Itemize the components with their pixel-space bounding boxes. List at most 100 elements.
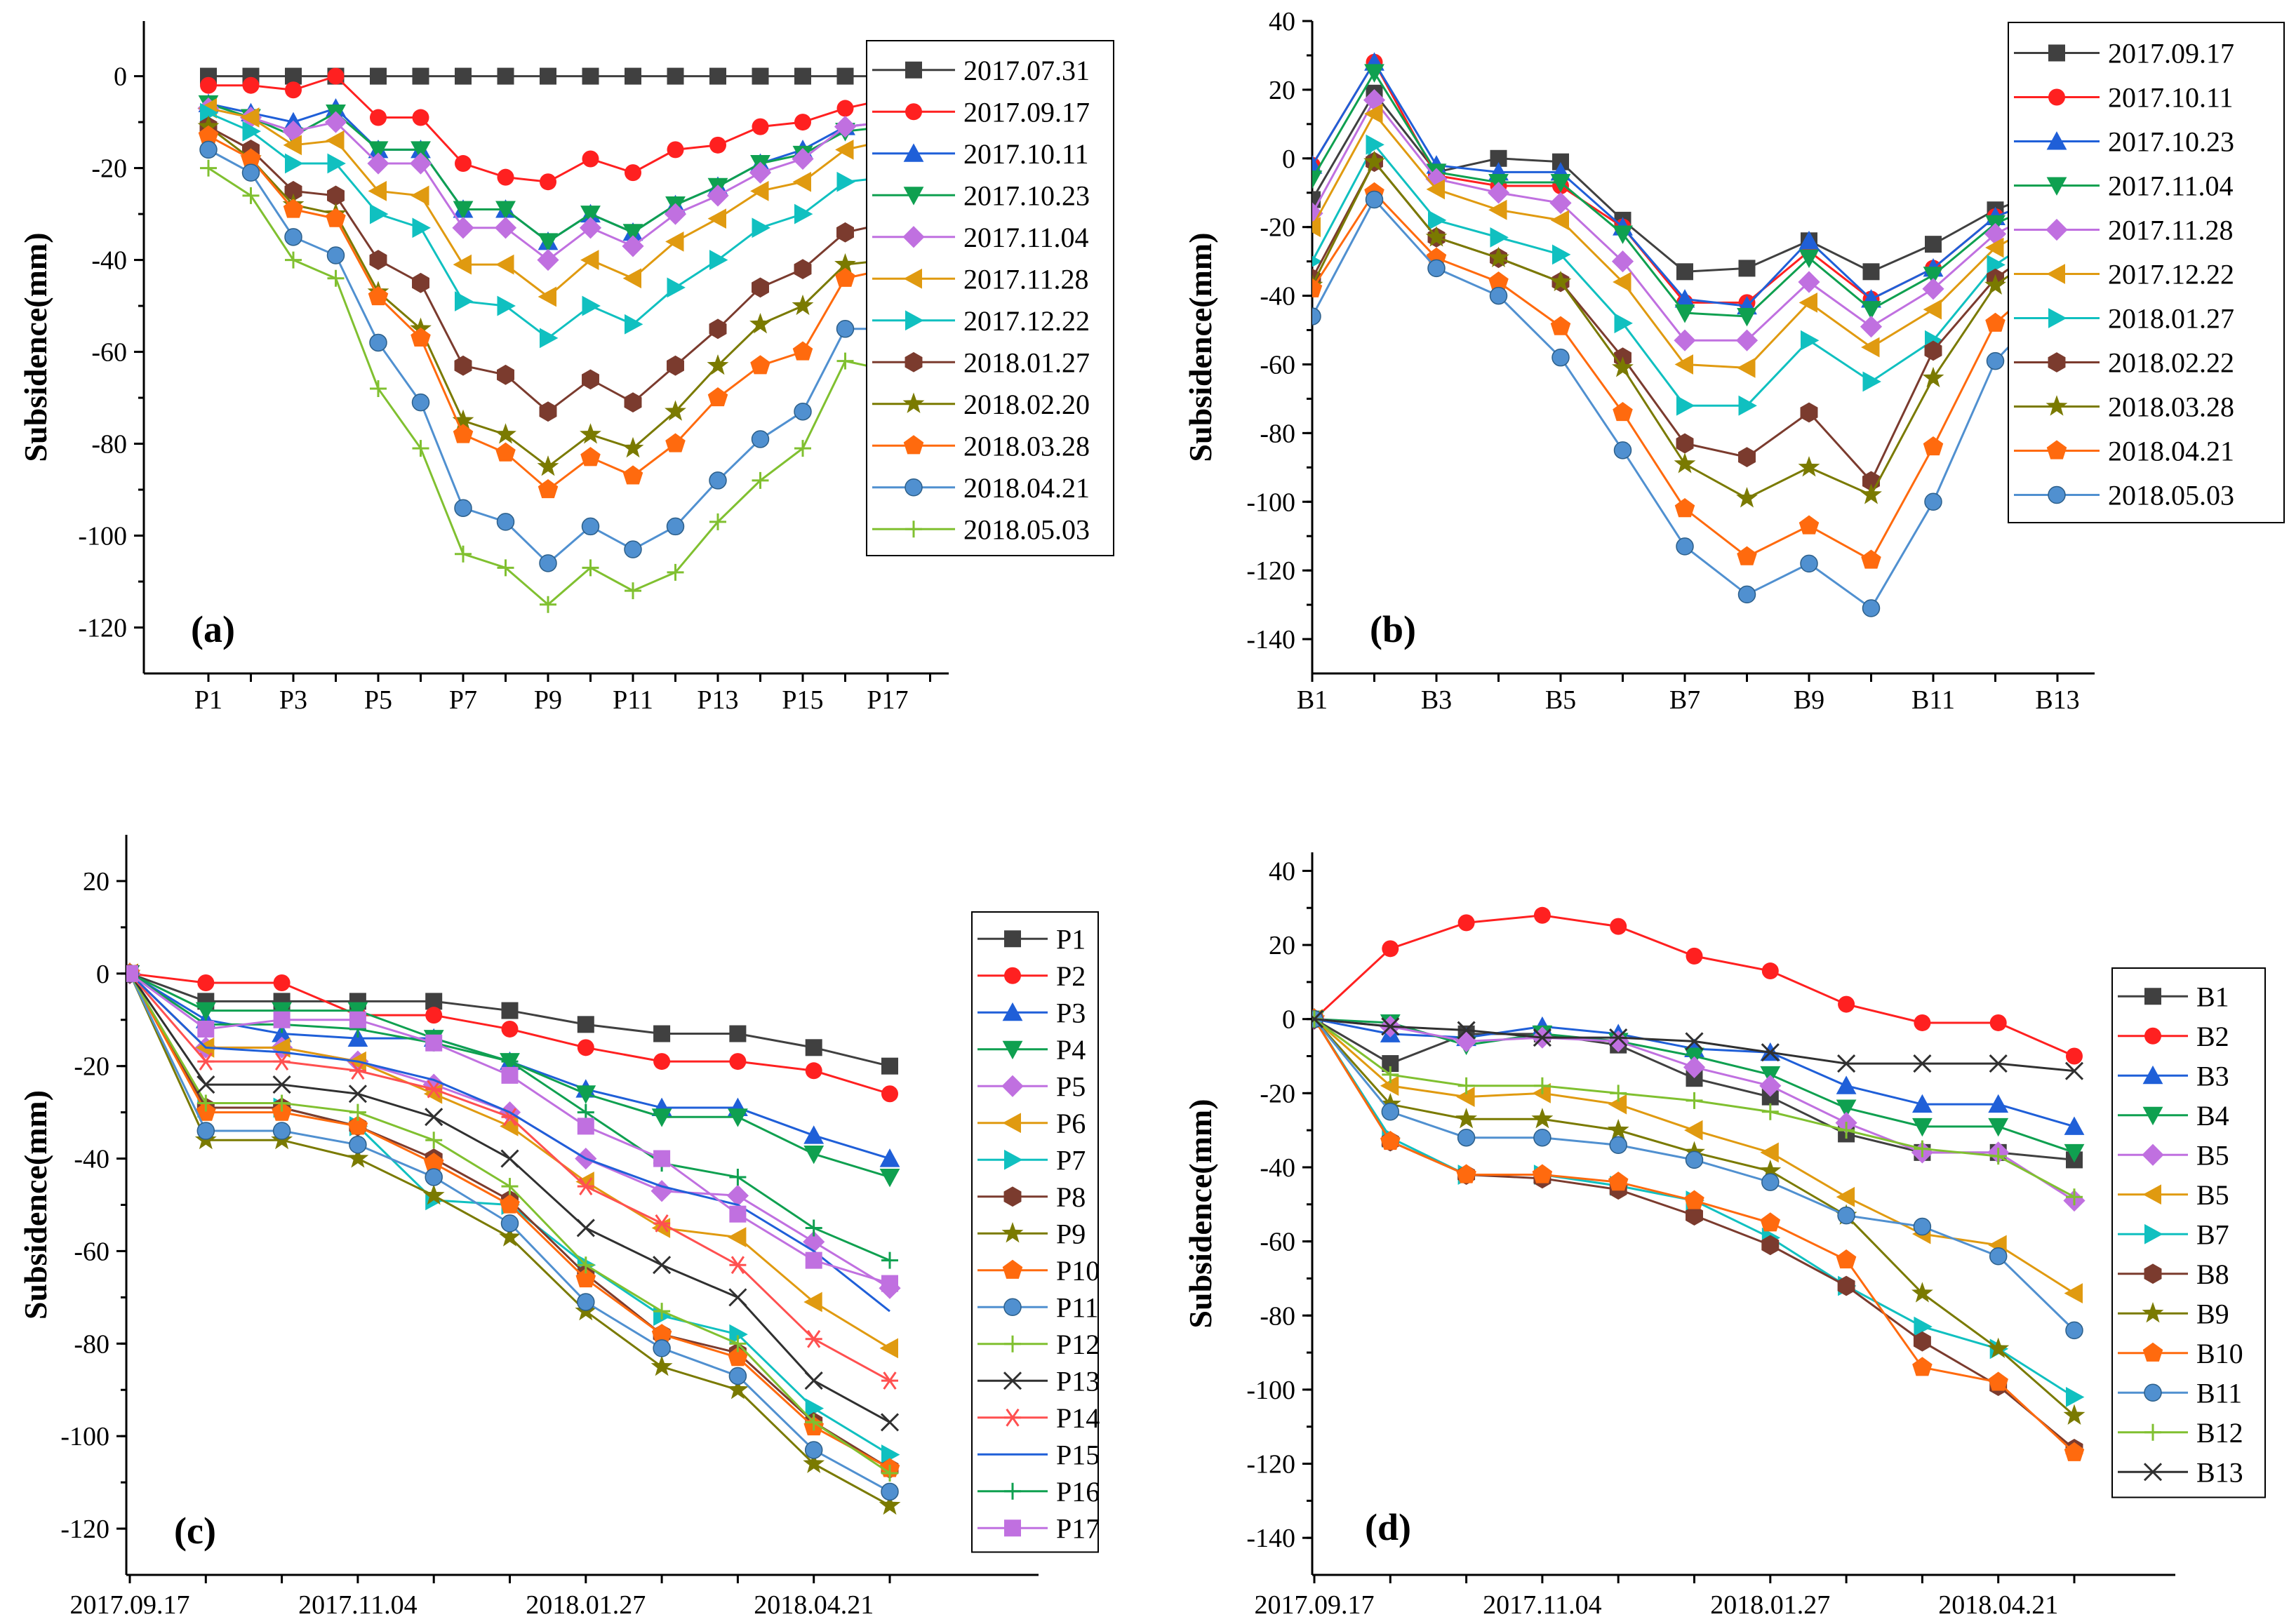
data-point-P17 bbox=[425, 1034, 443, 1052]
data-point-2017.11.28 bbox=[495, 254, 514, 275]
legend-label: 2018.05.03 bbox=[963, 514, 1090, 545]
legend-label: B10 bbox=[2196, 1338, 2243, 1369]
panel-label: (a) bbox=[191, 608, 235, 650]
legend-label: 2018.05.03 bbox=[2108, 480, 2234, 511]
data-point-B13 bbox=[1312, 1009, 1324, 1028]
data-point-2018.01.27 bbox=[794, 259, 812, 280]
data-point-2017.11.04 bbox=[1798, 249, 1820, 269]
legend-marker-2017.12.22 bbox=[2046, 264, 2065, 284]
legend-label: 2018.04.21 bbox=[2108, 436, 2234, 467]
data-point-2018.04.21 bbox=[1798, 515, 1820, 535]
data-point-2018.05.03 bbox=[752, 471, 769, 489]
data-point-2018.05.03 bbox=[455, 545, 472, 563]
data-point-2017.09.17 bbox=[412, 109, 429, 126]
data-point-B2 bbox=[1914, 1014, 1931, 1031]
data-point-P12 bbox=[653, 1303, 671, 1320]
data-point-2018.02.20 bbox=[452, 409, 474, 430]
data-point-B11 bbox=[2065, 1321, 2083, 1340]
data-point-P7 bbox=[881, 1444, 900, 1465]
data-point-2017.11.04 bbox=[1737, 307, 1757, 327]
data-point-P1 bbox=[577, 1016, 594, 1033]
data-point-2018.05.03 bbox=[1365, 190, 1384, 209]
data-point-P1 bbox=[805, 1039, 822, 1056]
data-point-B8 bbox=[1761, 1235, 1780, 1256]
data-point-2018.03.28 bbox=[792, 341, 813, 361]
data-point-2018.05.03 bbox=[582, 559, 599, 577]
data-point-2018.03.28 bbox=[198, 125, 219, 145]
data-point-B12 bbox=[1914, 1140, 1931, 1157]
legend-marker-P7 bbox=[1004, 1149, 1023, 1170]
x-tick-label: B1 bbox=[1297, 685, 1328, 715]
data-point-P17 bbox=[805, 1251, 822, 1269]
legend-marker-2017.11.04 bbox=[2046, 177, 2067, 196]
data-point-B2 bbox=[1533, 906, 1551, 924]
y-tick-label: -120 bbox=[60, 1515, 109, 1544]
legend-marker-P14 bbox=[1004, 1408, 1021, 1427]
data-point-2017.11.28 bbox=[1860, 316, 1883, 338]
legend-label: 2017.10.11 bbox=[2108, 82, 2234, 114]
legend-label: P7 bbox=[1056, 1144, 1086, 1176]
data-point-2018.03.28 bbox=[665, 433, 686, 452]
legend-marker-2018.02.22 bbox=[2048, 352, 2066, 373]
y-tick-label: -40 bbox=[91, 246, 127, 276]
y-tick-label: 40 bbox=[1269, 7, 1295, 36]
data-point-2017.10.23 bbox=[1798, 230, 1820, 250]
legend-marker-2018.01.27 bbox=[2048, 308, 2067, 328]
x-tick-label: 2017.11.04 bbox=[298, 1590, 418, 1620]
data-point-2018.04.21 bbox=[496, 513, 515, 531]
data-point-2017.11.28 bbox=[1674, 329, 1696, 351]
data-point-P10 bbox=[423, 1153, 444, 1172]
y-tick-label: -40 bbox=[1260, 282, 1295, 311]
data-point-B13 bbox=[1685, 1032, 1704, 1051]
legend-label: 2018.02.22 bbox=[2108, 347, 2234, 379]
data-point-2018.01.27 bbox=[624, 392, 642, 412]
y-tick-label: -60 bbox=[74, 1237, 109, 1266]
y-tick-label: -120 bbox=[1246, 556, 1295, 586]
data-point-2018.03.28 bbox=[411, 327, 431, 347]
data-point-B3 bbox=[1836, 1075, 1857, 1094]
data-point-2017.11.04 bbox=[1861, 301, 1881, 320]
data-point-P16 bbox=[805, 1219, 822, 1237]
legend-label: P11 bbox=[1056, 1291, 1099, 1323]
legend-label: 2018.04.21 bbox=[963, 472, 1090, 504]
data-point-2017.11.04 bbox=[579, 217, 602, 239]
data-point-P9 bbox=[347, 1147, 369, 1168]
data-point-2018.04.21 bbox=[1923, 436, 1944, 456]
legend-label: 2017.07.31 bbox=[963, 55, 1090, 86]
data-point-P12 bbox=[729, 1335, 747, 1353]
legend-marker-B13 bbox=[2143, 1463, 2163, 1482]
data-point-2018.01.27 bbox=[1987, 255, 2006, 275]
legend-label: B9 bbox=[2196, 1298, 2229, 1329]
legend-label: 2017.11.04 bbox=[2108, 170, 2234, 202]
x-tick-label: P13 bbox=[697, 685, 738, 715]
data-point-B5 bbox=[1684, 1120, 1703, 1141]
x-tick-label: 2018.04.21 bbox=[1938, 1590, 2058, 1620]
panel-d-chart: 40 20 0 -20 -40 -60 -80 -100 -120 -140 2017.09.17 2… bbox=[1182, 852, 2266, 1620]
data-point-2018.05.03 bbox=[1427, 259, 1446, 278]
data-point-B11 bbox=[1989, 1247, 2008, 1266]
data-point-P12 bbox=[881, 1464, 898, 1482]
y-tick-label: -20 bbox=[91, 154, 127, 184]
legend-marker-2017.11.04 bbox=[902, 226, 925, 248]
y-tick-label: -140 bbox=[1246, 625, 1295, 655]
data-point-P17 bbox=[273, 1011, 291, 1028]
legend-marker-B8 bbox=[2144, 1263, 2162, 1284]
data-point-B13 bbox=[1989, 1054, 2008, 1073]
y-tick-label: -40 bbox=[74, 1145, 109, 1174]
data-point-P13 bbox=[653, 1256, 672, 1275]
data-point-2018.03.28 bbox=[1488, 246, 1509, 267]
data-point-P17 bbox=[349, 1011, 366, 1028]
data-point-P12 bbox=[197, 1094, 215, 1112]
data-point-2018.05.03 bbox=[1737, 585, 1756, 604]
data-point-B12 bbox=[1382, 1066, 1399, 1083]
legend-label: P17 bbox=[1056, 1512, 1100, 1544]
x-tick-label: 2018.01.27 bbox=[526, 1590, 646, 1620]
data-point-P1 bbox=[881, 1057, 898, 1075]
data-point-B13 bbox=[1457, 1021, 1476, 1040]
data-point-2017.12.22 bbox=[285, 153, 304, 174]
legend-label: B3 bbox=[2196, 1060, 2229, 1092]
data-point-2017.10.23 bbox=[622, 224, 643, 243]
data-point-2017.11.04 bbox=[622, 235, 644, 257]
data-point-P13 bbox=[880, 1413, 900, 1432]
x-tick-label: P15 bbox=[782, 685, 823, 715]
